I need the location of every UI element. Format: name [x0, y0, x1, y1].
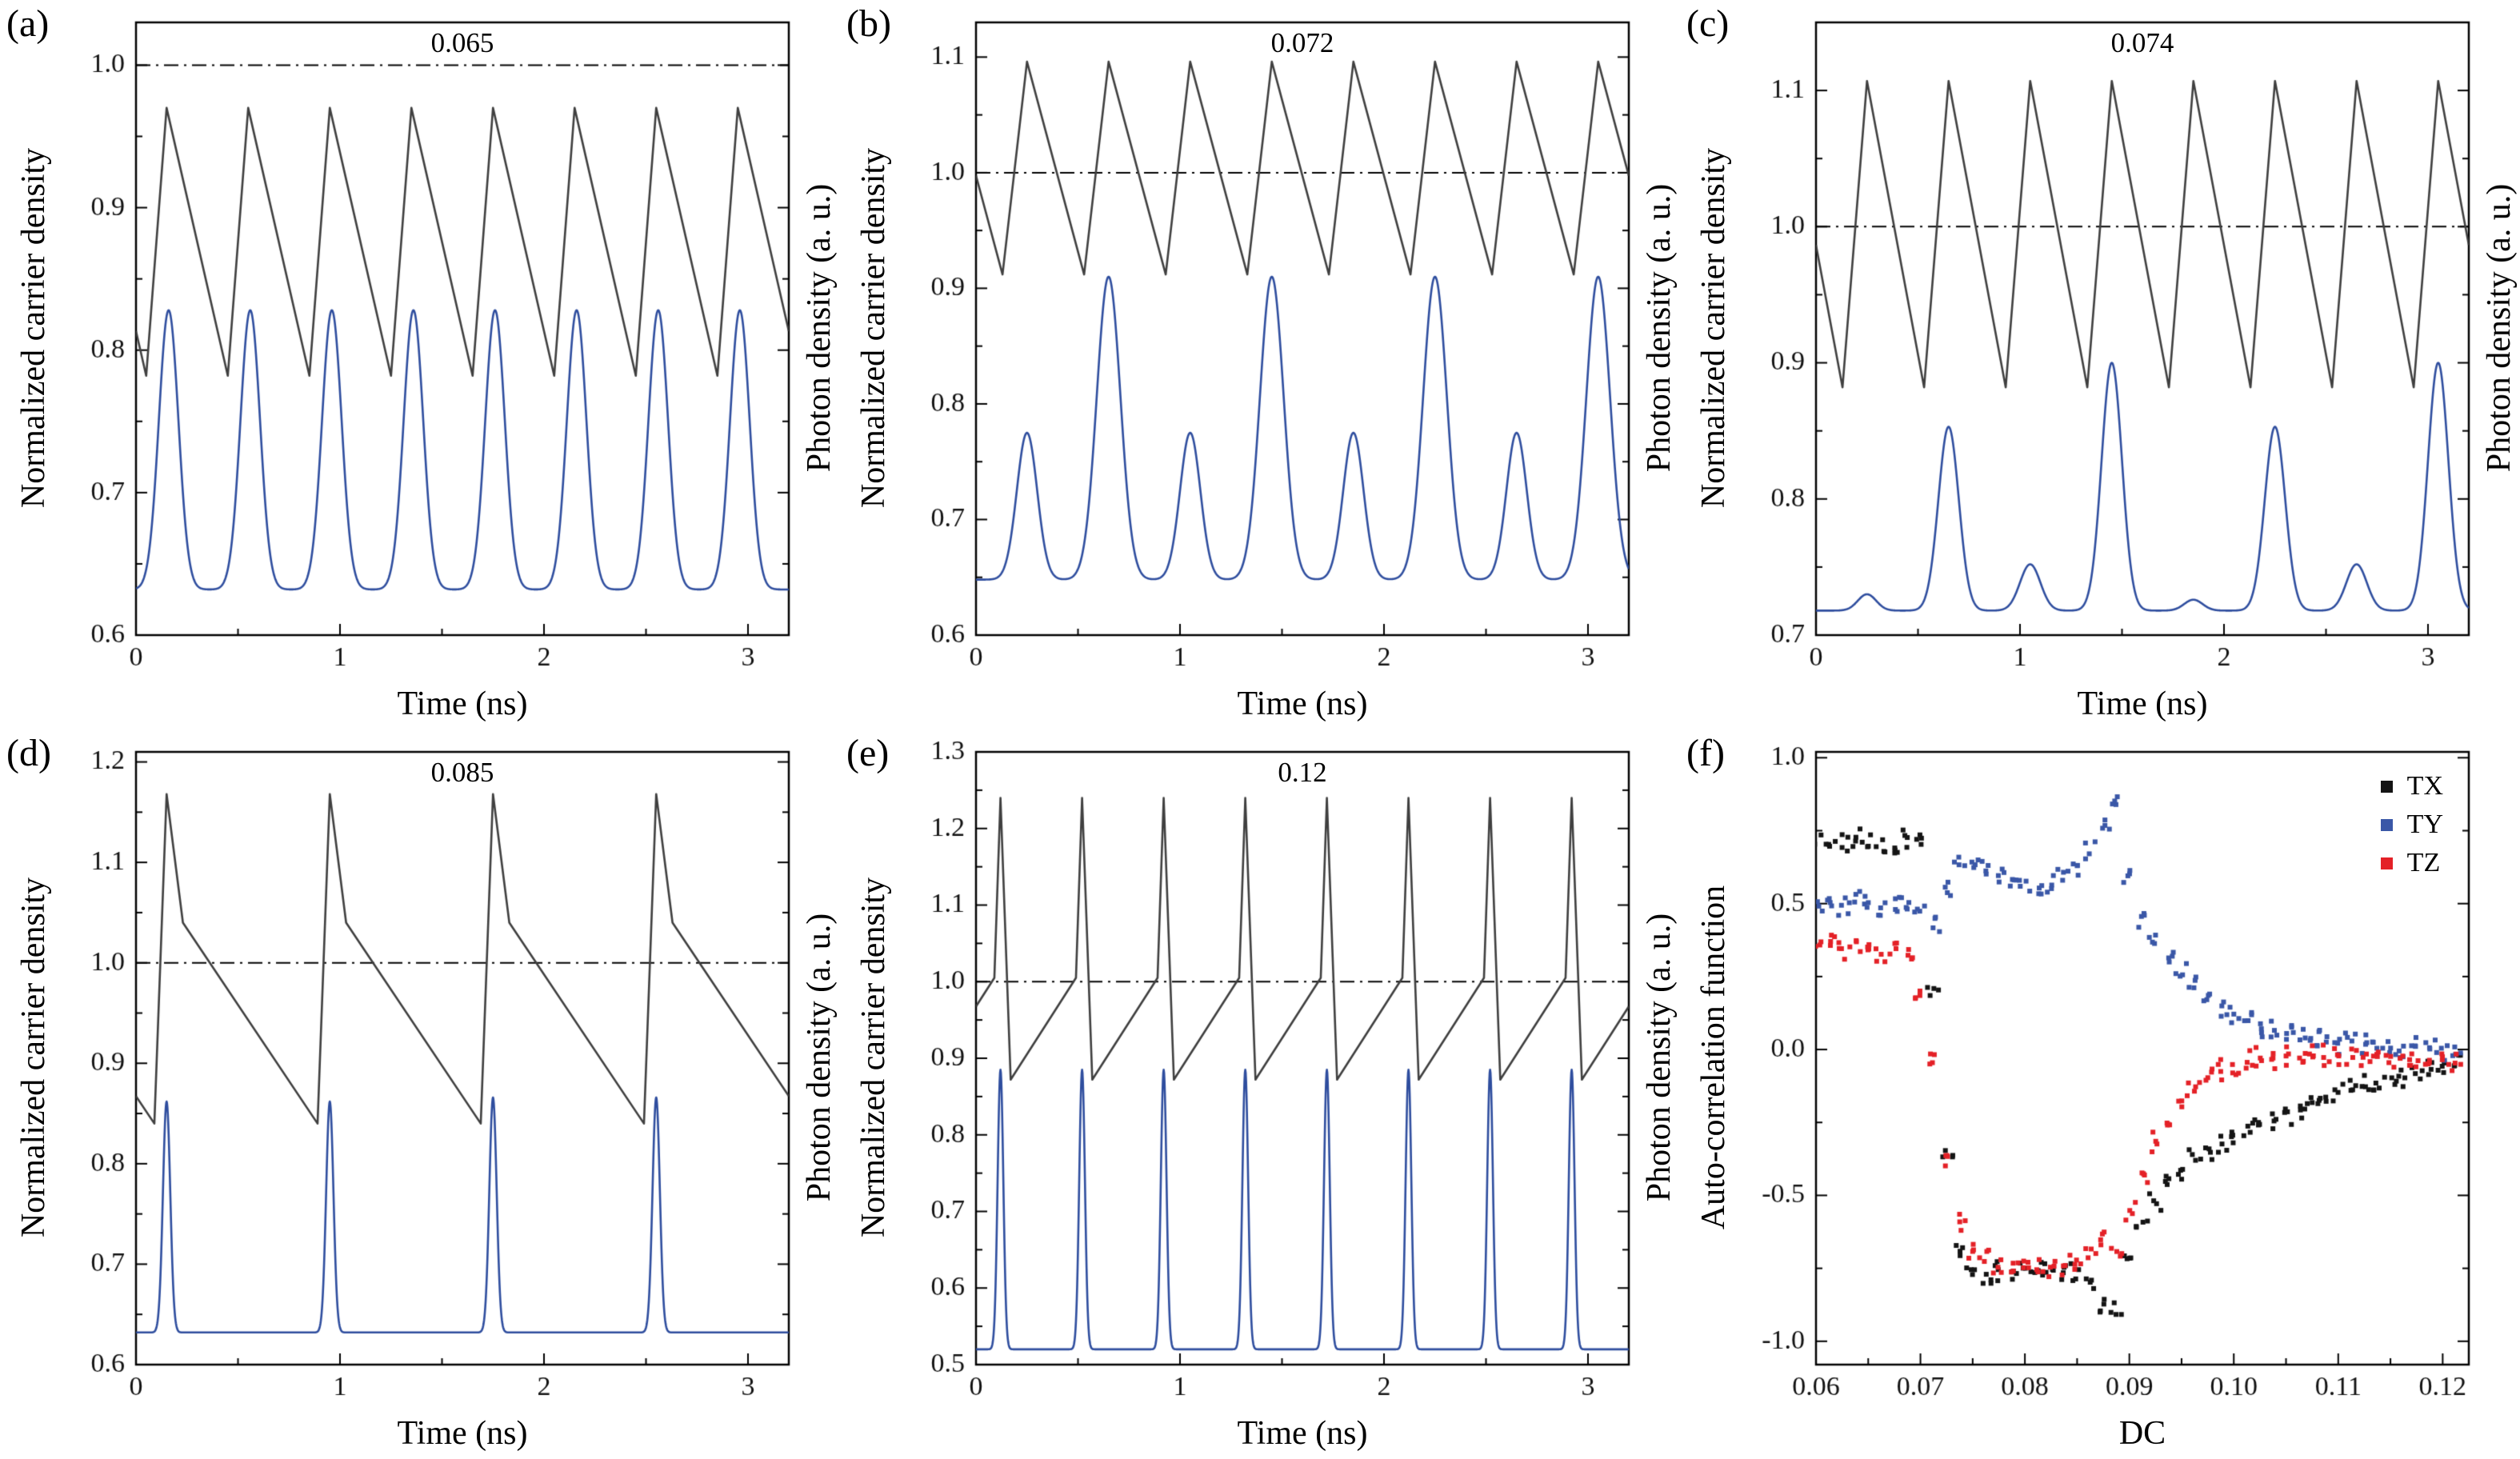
- legend-label: TX: [2406, 771, 2443, 801]
- panel-d-plot-canvas: [0, 730, 840, 1459]
- panel-f: (f) Auto-correlation function DC TX TY T…: [1680, 730, 2520, 1459]
- right-axis-title: Photon density (a. u.): [801, 183, 838, 473]
- ty-marker-icon: [2380, 818, 2393, 831]
- legend-item-tz: TZ: [2380, 848, 2443, 878]
- x-axis-title: Time (ns): [2077, 686, 2208, 722]
- right-axis-title: Photon density (a. u.): [1641, 913, 1678, 1202]
- dc-annotation: 0.065: [430, 27, 494, 58]
- x-axis-title: Time (ns): [397, 686, 528, 722]
- x-axis-title: Time (ns): [1237, 1415, 1368, 1452]
- right-axis-title: Photon density (a. u.): [1641, 183, 1678, 473]
- dc-annotation: 0.072: [1270, 27, 1334, 58]
- panel-a: (a) Normalized carrier density Photon de…: [0, 0, 840, 730]
- legend-item-tx: TX: [2380, 771, 2443, 801]
- y-axis-title: Normalized carrier density: [855, 877, 892, 1238]
- panel-c: (c) Normalized carrier density Photon de…: [1680, 0, 2520, 730]
- tx-marker-icon: [2380, 780, 2393, 793]
- y-axis-title: Normalized carrier density: [15, 147, 52, 509]
- y-axis-title: Auto-correlation function: [1695, 885, 1732, 1230]
- panel-tag: (d): [6, 732, 51, 774]
- legend: TX TY TZ: [2380, 771, 2443, 878]
- panel-d: (d) Normalized carrier density Photon de…: [0, 730, 840, 1459]
- dc-annotation: 0.12: [1278, 757, 1327, 788]
- dc-annotation: 0.074: [2110, 27, 2174, 58]
- panel-tag: (a): [6, 2, 50, 45]
- tz-marker-icon: [2380, 857, 2393, 869]
- panel-tag: (e): [846, 732, 890, 774]
- panel-c-plot-canvas: [1680, 0, 2520, 730]
- right-axis-title: Photon density (a. u.): [801, 913, 838, 1202]
- x-axis-title: DC: [2118, 1415, 2166, 1452]
- right-axis-title: Photon density (a. u.): [2481, 183, 2518, 473]
- panel-b: (b) Normalized carrier density Photon de…: [840, 0, 1680, 730]
- panel-e: (e) Normalized carrier density Photon de…: [840, 730, 1680, 1459]
- x-axis-title: Time (ns): [397, 1415, 528, 1452]
- x-axis-title: Time (ns): [1237, 686, 1368, 722]
- legend-label: TY: [2406, 809, 2443, 839]
- y-axis-title: Normalized carrier density: [1695, 147, 1732, 509]
- legend-item-ty: TY: [2380, 809, 2443, 840]
- panel-tag: (b): [846, 2, 891, 45]
- panel-tag: (f): [1686, 732, 1725, 774]
- legend-label: TZ: [2406, 848, 2441, 877]
- y-axis-title: Normalized carrier density: [855, 147, 892, 509]
- panel-b-plot-canvas: [840, 0, 1680, 730]
- dc-annotation: 0.085: [430, 757, 494, 788]
- y-axis-title: Normalized carrier density: [15, 877, 52, 1238]
- panel-e-plot-canvas: [840, 730, 1680, 1459]
- panel-a-plot-canvas: [0, 0, 840, 730]
- panel-f-plot-canvas: [1680, 730, 2520, 1459]
- panel-tag: (c): [1686, 2, 1730, 45]
